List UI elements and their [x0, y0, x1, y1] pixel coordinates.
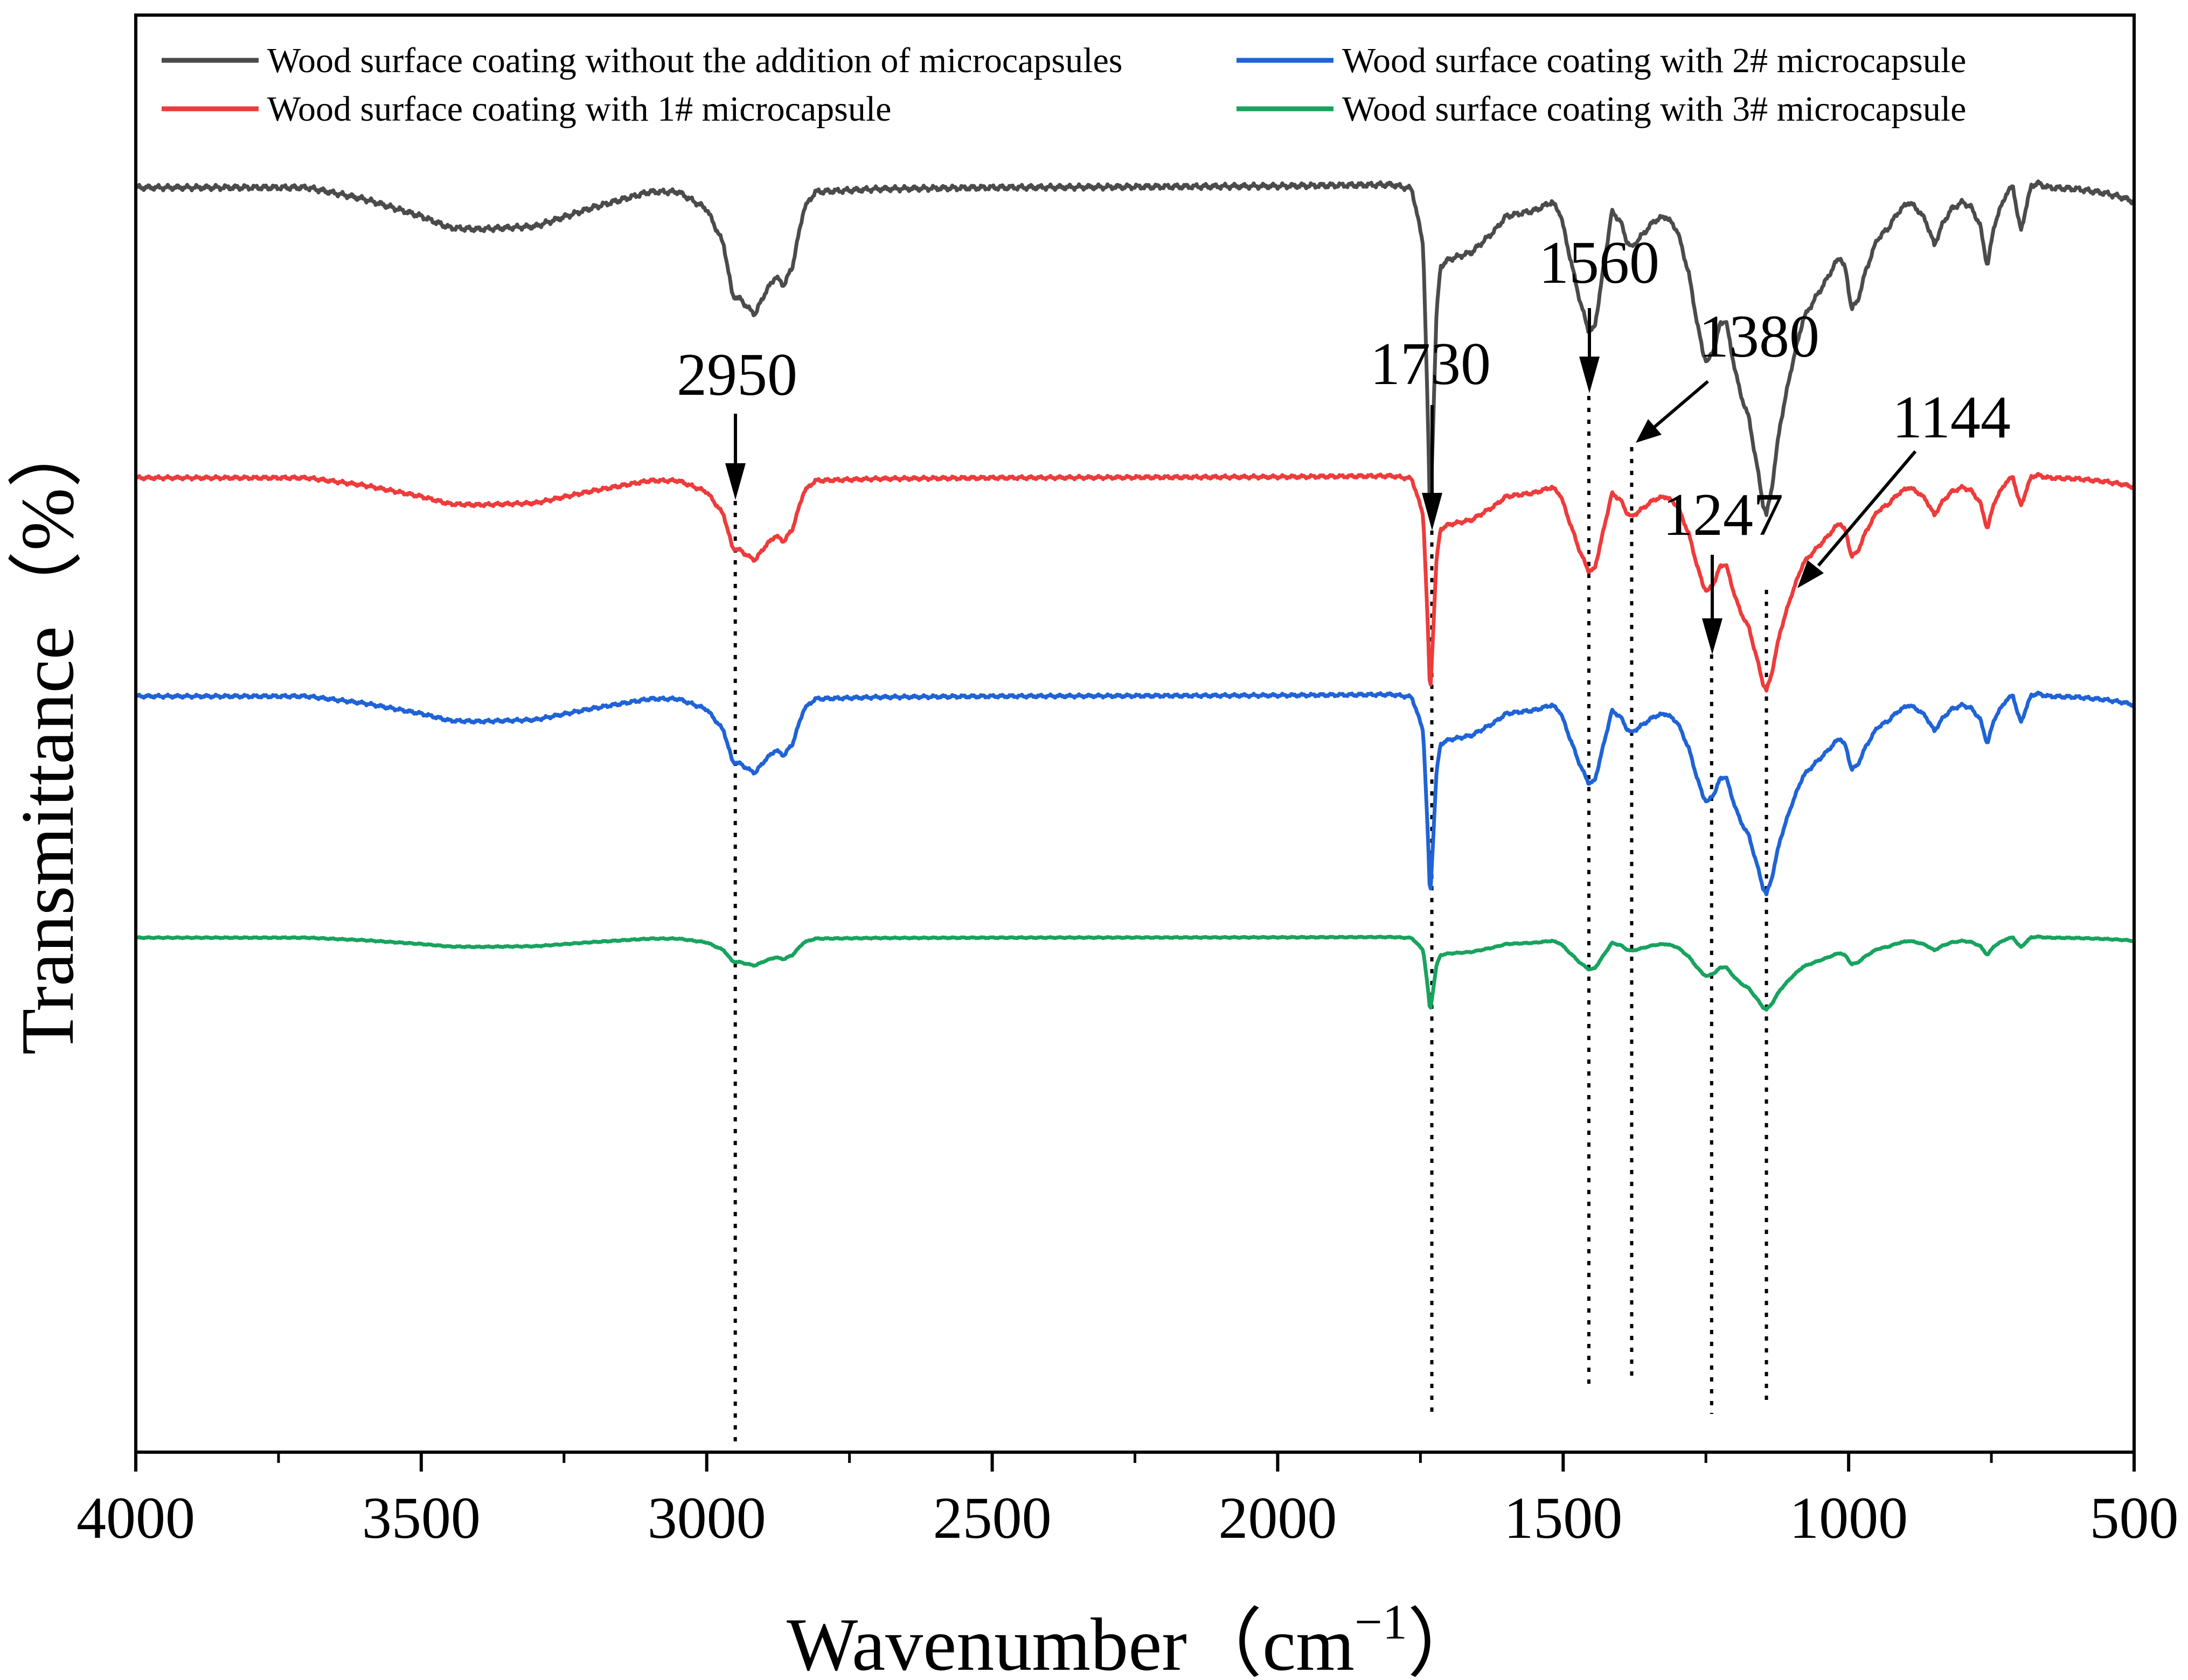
tick-label: 1500	[1504, 1485, 1622, 1551]
annotation-label: 1247	[1663, 482, 1783, 548]
annotation-1380: 1380	[1636, 303, 1819, 443]
annotation-label: 1144	[1892, 384, 2011, 451]
legend-entry: Wood surface coating with 1# microcapsul…	[162, 89, 891, 129]
legend-label: Wood surface coating without the additio…	[267, 41, 1122, 80]
annotation-1560: 1560	[1539, 229, 1659, 393]
arrow-head	[1422, 493, 1442, 531]
annotation-2950: 2950	[677, 341, 797, 500]
tick-label: 2000	[1218, 1485, 1337, 1551]
annotation-1247: 1247	[1663, 482, 1783, 654]
y-axis-title: Transmittance（%）	[6, 413, 89, 1055]
arrow-head	[1797, 560, 1824, 588]
arrow-head	[1579, 357, 1600, 393]
x-axis-title: Wavenumber（cm−1）	[787, 1594, 1483, 1680]
annotation-arrow	[1817, 450, 1917, 567]
arrow-head	[1702, 618, 1722, 654]
arrow-head	[1636, 419, 1662, 443]
tick-label: 500	[2090, 1485, 2179, 1551]
annotation-label: 1560	[1539, 229, 1659, 296]
arrow-head	[725, 463, 746, 500]
legend-entry: Wood surface coating without the additio…	[162, 41, 1122, 80]
tick-label: 3500	[362, 1485, 481, 1551]
series-line	[135, 691, 2135, 896]
annotation-1730: 1730	[1370, 331, 1491, 531]
series-line	[135, 179, 2136, 517]
spectra	[135, 179, 2136, 1012]
legend-entry: Wood surface coating with 2# microcapsul…	[1237, 41, 1966, 80]
legend-label: Wood surface coating with 3# microcapsul…	[1342, 89, 1966, 129]
legend-entry: Wood surface coating with 3# microcapsul…	[1237, 89, 1966, 129]
annotation-label: 1380	[1699, 303, 1819, 370]
series-line	[135, 934, 2135, 1012]
legend-label: Wood surface coating with 2# microcapsul…	[1342, 41, 1966, 80]
annotation-1144: 1144	[1797, 384, 2011, 588]
tick-label: 1000	[1789, 1485, 1908, 1551]
annotation-label: 2950	[677, 341, 797, 408]
guide-lines	[733, 396, 1768, 1449]
x-axis-ticks: 4000 3500 3000 2500 2000 1500 1000 500	[77, 1452, 2179, 1551]
annotations: 2950 1730 1560 1380 1247 1144	[677, 229, 2011, 654]
annotation-arrow	[1652, 380, 1709, 430]
legend-label: Wood surface coating with 1# microcapsul…	[267, 89, 891, 129]
tick-label: 4000	[77, 1485, 195, 1551]
annotation-label: 1730	[1370, 331, 1491, 398]
series-line	[135, 472, 2135, 693]
legend: Wood surface coating without the additio…	[162, 41, 1966, 129]
tick-label: 2500	[933, 1485, 1052, 1551]
tick-label: 3000	[648, 1485, 766, 1551]
